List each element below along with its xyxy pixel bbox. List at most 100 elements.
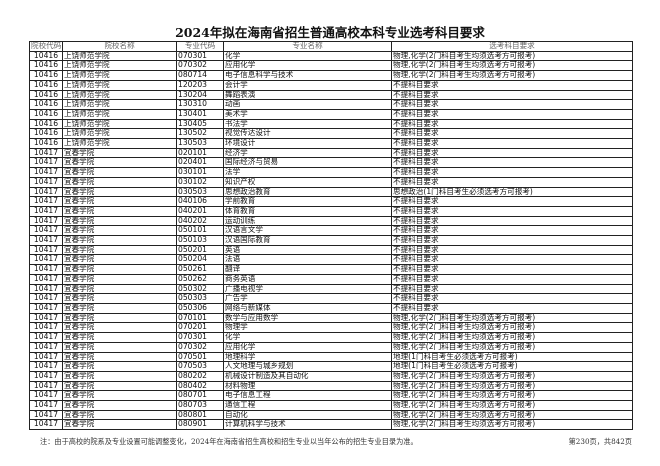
cell-school-name: 宜春学院 (62, 205, 177, 217)
cell-requirements: 不提科目要求 (391, 89, 633, 101)
cell-requirements: 不提科目要求 (391, 79, 633, 91)
cell-requirements: 物理,化学(2门科目考生均须选考方可报考) (391, 332, 633, 343)
cell-school-code: 10417 (29, 361, 63, 372)
cell-major-name: 舞蹈表演 (223, 89, 392, 101)
cell-school-name: 宜春学院 (62, 273, 177, 285)
table-row: 10416 上饶师范学院 070302 应用化学 物理,化学(2门科目考生均须选考方可报… (29, 60, 633, 72)
cell-school-code: 10417 (29, 390, 63, 402)
cell-major-name: 广播电视学 (223, 283, 392, 295)
table-row: 10417 宜春学院 070501 地理科学 地理(1门科目考生必须选考方可报考) (29, 351, 633, 363)
cell-requirements: 思想政治(1门科目考生必须选考方可报考) (391, 186, 633, 198)
cell-school-name: 宜春学院 (62, 380, 177, 392)
cell-school-name: 宜春学院 (62, 419, 177, 431)
cell-school-name: 宜春学院 (62, 390, 177, 402)
cell-major-name: 通信工程 (223, 400, 392, 411)
cell-school-code: 10417 (29, 419, 63, 431)
cell-school-name: 宜春学院 (62, 332, 177, 343)
cell-major-code: 080701 (176, 390, 224, 402)
cell-major-code: 080901 (176, 419, 224, 431)
cell-school-code: 10417 (29, 254, 63, 266)
cell-major-name: 会计学 (223, 79, 392, 91)
cell-requirements: 物理,化学(2门科目考生均须选考方可报考) (391, 400, 633, 411)
page-title: 2024年拟在海南省招生普通高校本科专业选考科目要求 (175, 25, 485, 40)
cell-major-code: 120203 (176, 79, 224, 91)
table-row: 10417 宜春学院 030102 知识产权 不提科目要求 (29, 176, 633, 188)
cell-school-code: 10417 (29, 283, 63, 295)
cell-school-name: 上饶师范学院 (62, 128, 177, 140)
table-row: 10417 宜春学院 020401 国际经济与贸易 不提科目要求 (29, 157, 633, 169)
cell-major-name: 汉语言文学 (223, 225, 392, 237)
table-row: 10417 宜春学院 070302 应用化学 物理,化学(2门科目考生均须选考方可报考) (29, 341, 633, 353)
cell-school-code: 10416 (29, 60, 63, 72)
cell-requirements: 物理,化学(2门科目考生均须选考方可报考) (391, 370, 633, 382)
header-requirements: 选考科目要求 (391, 41, 633, 52)
requirements-table: 院校代码 院校名称 专业代码 专业名称 选考科目要求 10416 上饶师范学院 07… (29, 41, 633, 431)
table-row: 10416 上饶师范学院 080714 电子信息科学与技术 物理,化学(2门科目考生均须… (29, 70, 633, 81)
cell-major-name: 国际经济与贸易 (223, 157, 392, 169)
cell-major-code: 050261 (176, 264, 224, 275)
cell-school-code: 10417 (29, 264, 63, 275)
cell-major-code: 130503 (176, 138, 224, 149)
cell-requirements: 物理,化学(2门科目考生均须选考方可报考) (391, 409, 633, 421)
cell-major-code: 020101 (176, 147, 224, 159)
table-row: 10417 宜春学院 050103 汉语国际教育 不提科目要求 (29, 235, 633, 246)
cell-requirements: 不提科目要求 (391, 147, 633, 159)
cell-school-name: 上饶师范学院 (62, 99, 177, 110)
cell-school-code: 10417 (29, 167, 63, 178)
table-row: 10417 宜春学院 040106 学前教育 不提科目要求 (29, 196, 633, 207)
cell-school-code: 10416 (29, 70, 63, 81)
table-row: 10417 宜春学院 040201 体育教育 不提科目要求 (29, 205, 633, 217)
table-row: 10416 上饶师范学院 130502 视觉传达设计 不提科目要求 (29, 128, 633, 140)
cell-requirements: 不提科目要求 (391, 302, 633, 314)
cell-major-code: 130401 (176, 108, 224, 120)
header-major-name: 专业名称 (223, 41, 392, 52)
cell-requirements: 不提科目要求 (391, 205, 633, 217)
cell-school-code: 10416 (29, 138, 63, 149)
cell-school-code: 10417 (29, 196, 63, 207)
cell-major-name: 书法学 (223, 118, 392, 130)
cell-major-name: 人文地理与城乡规划 (223, 361, 392, 372)
cell-major-code: 070201 (176, 322, 224, 334)
cell-major-name: 物理学 (223, 322, 392, 334)
table-row: 10416 上饶师范学院 130204 舞蹈表演 不提科目要求 (29, 89, 633, 101)
table-row: 10417 宜春学院 030503 思想政治教育 思想政治(1门科目考生必须选考方可报考… (29, 186, 633, 198)
page-number: 第230页，共842页 (568, 437, 632, 446)
cell-major-name: 材料物理 (223, 380, 392, 392)
cell-school-name: 宜春学院 (62, 235, 177, 246)
cell-major-name: 环境设计 (223, 138, 392, 149)
cell-major-code: 030102 (176, 176, 224, 188)
cell-major-code: 070301 (176, 332, 224, 343)
table-row: 10416 上饶师范学院 130405 书法学 不提科目要求 (29, 118, 633, 130)
cell-major-code: 070101 (176, 312, 224, 324)
cell-requirements: 不提科目要求 (391, 157, 633, 169)
cell-school-name: 宜春学院 (62, 254, 177, 266)
cell-school-code: 10417 (29, 186, 63, 198)
cell-requirements: 不提科目要求 (391, 215, 633, 227)
cell-school-code: 10417 (29, 322, 63, 334)
cell-major-code: 030503 (176, 186, 224, 198)
cell-school-code: 10416 (29, 128, 63, 140)
cell-major-code: 020401 (176, 157, 224, 169)
cell-major-name: 计算机科学与技术 (223, 419, 392, 431)
table-row: 10416 上饶师范学院 070301 化学 物理,化学(2门科目考生均须选考方可报考) (29, 50, 633, 62)
cell-school-code: 10417 (29, 302, 63, 314)
cell-school-name: 宜春学院 (62, 302, 177, 314)
cell-requirements: 物理,化学(2门科目考生均须选考方可报考) (391, 322, 633, 334)
cell-school-code: 10416 (29, 108, 63, 120)
cell-school-name: 上饶师范学院 (62, 108, 177, 120)
table-row: 10417 宜春学院 080801 自动化 物理,化学(2门科目考生均须选考方可报考) (29, 409, 633, 421)
table-row: 10417 宜春学院 050303 广告学 不提科目要求 (29, 293, 633, 304)
cell-school-name: 宜春学院 (62, 370, 177, 382)
cell-school-code: 10417 (29, 157, 63, 169)
cell-major-code: 050306 (176, 302, 224, 314)
cell-school-code: 10417 (29, 215, 63, 227)
cell-major-name: 汉语国际教育 (223, 235, 392, 246)
cell-major-name: 化学 (223, 332, 392, 343)
cell-school-name: 宜春学院 (62, 322, 177, 334)
cell-major-code: 050201 (176, 244, 224, 256)
cell-requirements: 物理,化学(2门科目考生均须选考方可报考) (391, 380, 633, 392)
cell-requirements: 不提科目要求 (391, 254, 633, 266)
cell-major-name: 化学 (223, 50, 392, 62)
cell-school-code: 10416 (29, 50, 63, 62)
cell-major-code: 050303 (176, 293, 224, 304)
